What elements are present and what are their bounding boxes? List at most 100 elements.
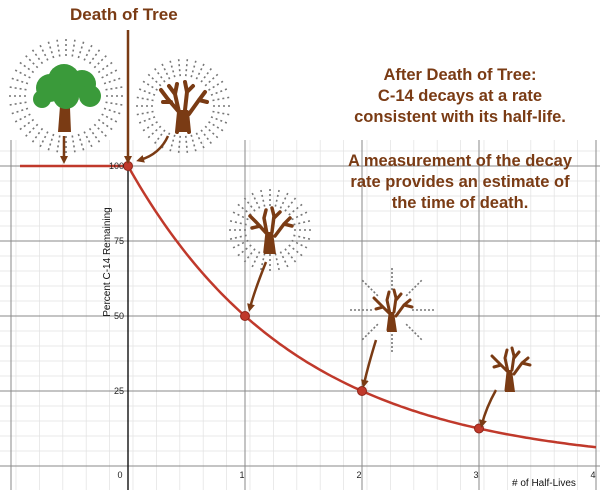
ray-line [18,61,35,74]
ray-line [291,239,310,250]
curved-arrow-icon [247,261,268,312]
ray-line [97,118,114,131]
ray-line [184,135,189,156]
ray-line [56,135,61,154]
y-tick-label: 25 [114,386,124,396]
ray-line [259,253,266,274]
x-tick-label: 2 [356,470,361,480]
radiation-rays-icon [226,186,314,274]
ray-line [93,123,108,138]
radiation-rays-icon [348,266,436,354]
ray-line [235,244,252,259]
ray-line [274,186,281,207]
ray-line [288,244,305,259]
grid-lines [0,140,600,490]
annotation-line-3: consistent with its half-life. [354,108,566,126]
ray-line [360,323,379,342]
ray-line [88,48,101,65]
ray-line [279,190,290,209]
ray-line [56,38,61,57]
ray-line [136,87,156,96]
y-axis-label: Percent C-14 Remaining [102,207,113,317]
x-tick-label: 4 [590,470,595,480]
annotation-line-4: A measurement of the decay [348,152,573,170]
ray-line [230,210,249,221]
ray-line [8,86,27,91]
annotation-line-2: C-14 decays at a rate [378,87,542,105]
ray-line [360,278,379,297]
annotation-line-1: After Death of Tree: [383,66,536,84]
ray-line [241,248,256,265]
ray-line [168,57,176,78]
ray-line [38,131,49,149]
dead-tree-icon [226,186,314,274]
ray-line [235,201,252,216]
ray-line [38,43,49,61]
ray-line [13,68,31,79]
ray-line [159,60,171,80]
ray-line [195,60,207,80]
ray-line [103,77,122,85]
ray-line [140,78,158,91]
ray-line [101,68,119,79]
ray-line [208,121,226,134]
annotation-line-5: rate provides an estimate of [350,173,570,191]
ray-line [405,323,424,342]
ray-line [47,40,55,59]
ray-line [152,65,166,83]
data-point [474,423,484,434]
ray-line [259,186,266,207]
ray-line [145,71,162,87]
ray-line [103,107,122,115]
diagram-title: Death of Tree [70,5,178,24]
ray-line [190,57,198,78]
ray-line [31,48,44,65]
ray-line [77,133,85,152]
ray-line [226,219,247,226]
ray-line [293,219,314,226]
ray-line [10,107,29,115]
ray-line [230,239,249,250]
tick-labels: 0 1 2 3 4 100 75 50 25 [109,161,596,480]
ray-line [145,125,162,141]
data-point [357,386,367,396]
y-tick-label: 75 [114,236,124,246]
ray-line [200,65,214,83]
ray-line [93,54,108,69]
ray-line [200,129,214,147]
ray-line [177,56,182,77]
ray-line [212,96,233,102]
ray-line [279,251,290,270]
ray-line [13,113,31,124]
data-point [123,161,133,171]
ray-line [101,113,119,124]
y-tick-label: 100 [109,161,124,171]
data-point [240,311,250,321]
x-tick-label: 1 [239,470,244,480]
ray-line [105,86,124,91]
annotation-line-6: the time of death. [392,194,529,212]
ray-line [83,131,94,149]
annotation-block: After Death of Tree: C-14 decays at a ra… [348,66,573,212]
ray-line [274,253,281,274]
ray-line [136,116,156,125]
x-axis-label: # of Half-Lives [512,478,576,489]
curved-arrow-icon [136,135,170,163]
ray-line [88,127,101,144]
ray-line [250,190,261,209]
ray-line [83,43,94,61]
radiation-rays-icon [133,56,233,156]
ray-line [47,133,55,152]
ray-line [212,110,233,116]
x-tick-label: 3 [473,470,478,480]
ray-line [24,54,39,69]
ray-line [293,234,314,241]
dead-tree-icon [133,56,233,156]
ray-line [133,96,154,102]
curved-arrow-icon [479,389,498,428]
ray-line [71,38,76,57]
y-tick-label: 50 [114,311,124,321]
ray-line [210,116,230,125]
